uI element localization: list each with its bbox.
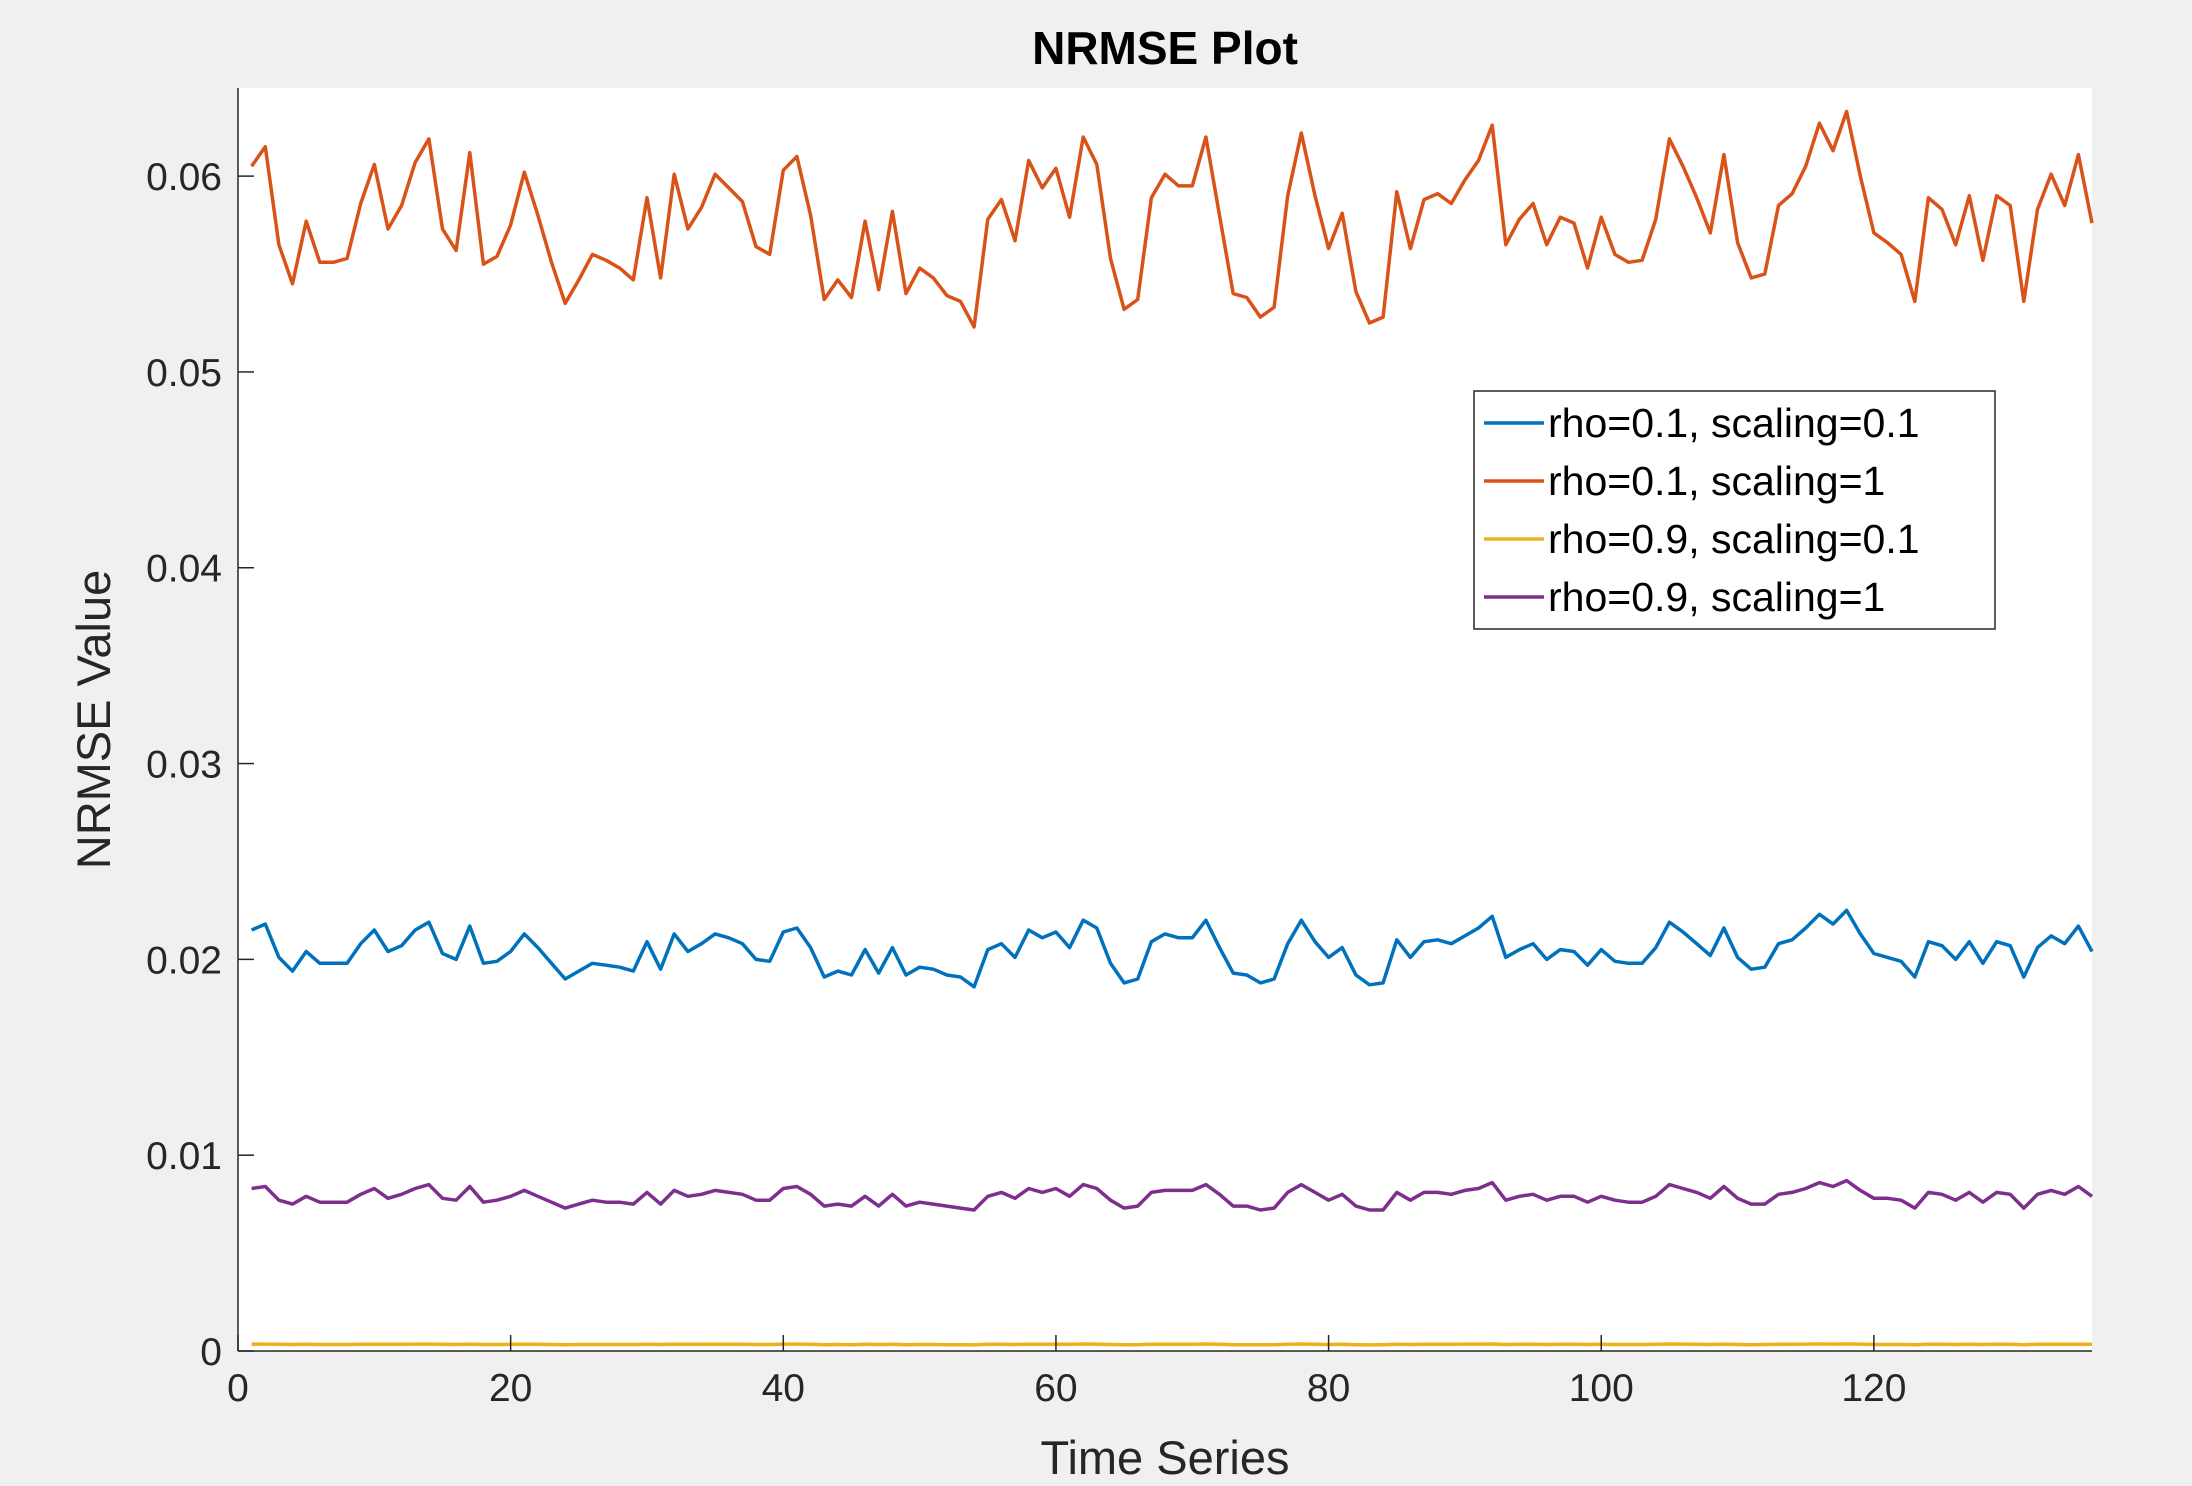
y-tick-label: 0.03	[146, 744, 222, 787]
y-axis-label: NRMSE Value	[67, 570, 120, 870]
legend-label-3: rho=0.9, scaling=0.1	[1548, 516, 1920, 562]
y-tick-label: 0.06	[146, 156, 222, 199]
x-tick-label: 20	[489, 1367, 532, 1410]
y-tick-label: 0.05	[146, 352, 222, 395]
x-tick-label: 40	[762, 1367, 805, 1410]
x-axis-label: Time Series	[1041, 1431, 1290, 1484]
x-tick-label: 100	[1569, 1367, 1634, 1410]
chart-title: NRMSE Plot	[1032, 22, 1298, 74]
y-tick-label: 0	[200, 1331, 222, 1374]
series-layer	[250, 109, 2094, 1347]
x-tick-label: 0	[227, 1367, 249, 1410]
y-tick-label: 0.02	[146, 939, 222, 982]
x-tick-label: 60	[1034, 1367, 1077, 1410]
x-tick-label: 80	[1307, 1367, 1350, 1410]
x-tick-label: 120	[1841, 1367, 1906, 1410]
y-tick-label: 0.01	[146, 1135, 222, 1178]
legend: rho=0.1, scaling=0.1 rho=0.1, scaling=1 rh…	[1473, 390, 1996, 630]
series-line-2	[250, 109, 2094, 329]
legend-label-1: rho=0.1, scaling=0.1	[1548, 400, 1920, 446]
y-tick-label: 0.04	[146, 548, 222, 591]
series-line-4	[251, 1178, 2094, 1212]
plot-area	[238, 88, 2092, 1351]
series-line-1	[250, 908, 2094, 989]
axes-layer: 0 20 40 60 80 100 120 0 0.01 0.02 0.03 0.04 0.05 0.06	[146, 88, 2092, 1410]
legend-box	[1473, 390, 1996, 630]
legend-label-2: rho=0.1, scaling=1	[1548, 458, 1885, 504]
series-line-3	[251, 1342, 2093, 1347]
legend-label-4: rho=0.9, scaling=1	[1548, 574, 1885, 620]
